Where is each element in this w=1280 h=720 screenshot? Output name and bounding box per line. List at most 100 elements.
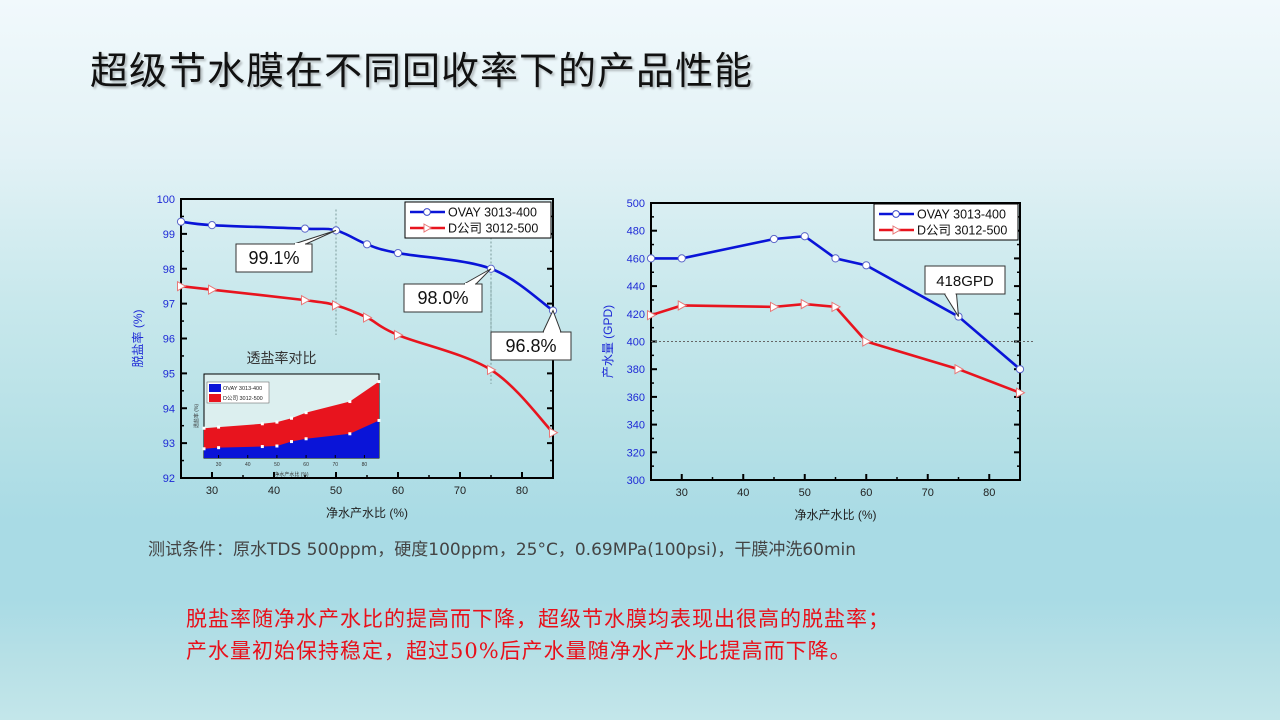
x-tick-label: 80 [516,485,528,497]
x-tick-label: 50 [799,487,811,499]
inset-x-tick-label: 60 [303,462,309,468]
inset-x-tick-label: 40 [245,462,251,468]
inset-point [217,425,221,429]
x-tick-label: 40 [737,487,749,499]
callout-label: 418GPD [936,273,994,290]
data-point-ovay [176,217,186,226]
legend-marker-triangle [423,223,433,233]
x-tick-label: 80 [983,487,995,499]
inset-x-tick-label: 70 [332,462,338,468]
data-point-dcompany [1016,387,1026,399]
x-tick-label: 60 [860,487,872,499]
callout-pointer [293,229,337,245]
inset-point [348,432,352,436]
data-point-ovay [1015,365,1025,374]
slide-title: 超级节水膜在不同回收率下的产品性能 [90,49,754,93]
data-point-ovay [831,254,840,263]
inset-x-tick-label: 50 [274,462,280,468]
x-tick-label: 30 [206,485,218,497]
legend-box [404,201,552,239]
conclusion-line-1: 脱盐率随净水产水比的提高而下降，超级节水膜均表现出很高的脱盐率； [186,607,890,631]
inset-point [275,420,279,424]
inset-point [275,444,279,448]
data-point-dcompany [363,312,373,323]
data-point-ovay [300,224,310,233]
y-tick-label: 340 [627,420,645,432]
legend-box [873,203,1019,241]
y-tick-label: 97 [163,299,175,311]
inset-point [290,416,293,420]
inset-legend-label: D公司 3012-500 [223,395,263,402]
callout-pointer [542,309,562,333]
inset-legend-label: OVAY 3013-400 [223,386,262,392]
legend-label: D公司 3012-500 [448,222,538,236]
data-point-dcompany [831,301,842,313]
inset-area-ovay [204,420,379,458]
x-tick-label: 40 [268,485,280,497]
conclusion-line-2: 产水量初始保持稳定，超过50%后产水量随净水产水比提高而下降。 [186,639,852,663]
callout-box [403,283,483,313]
y-axis-label: 脱盐率 (%) [130,309,145,367]
inset-x-tick-label: 80 [362,462,368,468]
legend-label: OVAY 3013-400 [917,208,1006,222]
data-point-dcompany [549,427,559,439]
inset-point [260,445,264,449]
inset-point [348,400,352,404]
x-tick-label: 50 [330,485,342,497]
inset-legend [206,381,270,404]
series-line-ovay [180,220,554,312]
inset-x-label: 净水产水比 (%) [274,471,309,478]
data-point-dcompany [862,336,872,347]
y-tick-label: 460 [627,253,645,265]
data-point-ovay [800,232,809,241]
data-point-dcompany [177,280,187,292]
y-tick-label: 400 [627,337,645,349]
callout-box [235,243,313,273]
callout-label: 98.0% [417,288,468,308]
y-tick-label: 94 [163,403,175,415]
x-tick-label: 60 [392,485,404,497]
data-point-dcompany [770,301,780,313]
y-tick-label: 95 [163,368,175,380]
inset-legend-swatch [209,384,221,392]
legend-label: OVAY 3013-400 [448,206,537,220]
y-tick-label: 92 [163,473,175,485]
data-point-ovay [862,261,871,270]
inset-point [202,426,206,430]
data-point-ovay [207,221,217,230]
test-conditions: 测试条件：原水TDS 500ppm，硬度100ppm，25°C，0.69MPa(… [148,540,857,560]
callout-box [924,265,1006,295]
x-tick-label: 70 [454,485,466,497]
legend-marker-triangle [892,225,902,235]
inset-legend-swatch [209,394,221,402]
data-point-dcompany [332,300,342,311]
water-production-chart: 300 320 340 360 380 400 420 440 460 480 500 30 40 50 6… [601,198,1035,522]
data-point-ovay [646,254,656,263]
x-axis-label: 净水产水比 (%) [326,506,408,520]
data-point-dcompany [677,300,688,311]
data-point-dcompany [394,329,404,341]
series-line-ovay [651,234,1021,371]
y-tick-label: 98 [163,264,175,276]
data-point-dcompany [487,364,497,376]
x-tick-label: 30 [676,487,688,499]
data-point-dcompany [800,298,811,310]
inset-point [217,446,221,450]
inset-point [304,437,308,441]
y-tick-label: 320 [627,447,645,459]
inset-point [202,447,206,451]
callout-label: 96.8% [505,336,556,356]
series-line-dcompany [650,302,1021,394]
data-point-ovay [362,240,372,249]
callout-pointer [462,268,492,285]
legend-marker-circle [892,210,900,218]
inset-point [377,380,381,384]
data-point-dcompany [647,309,657,321]
legend-marker-circle [423,208,431,216]
y-tick-label: 500 [627,198,645,210]
callout-box [490,331,572,361]
data-point-dcompany [954,363,965,375]
y-axis-label: 产水量 (GPD) [601,305,615,378]
y-tick-label: 480 [627,226,645,238]
